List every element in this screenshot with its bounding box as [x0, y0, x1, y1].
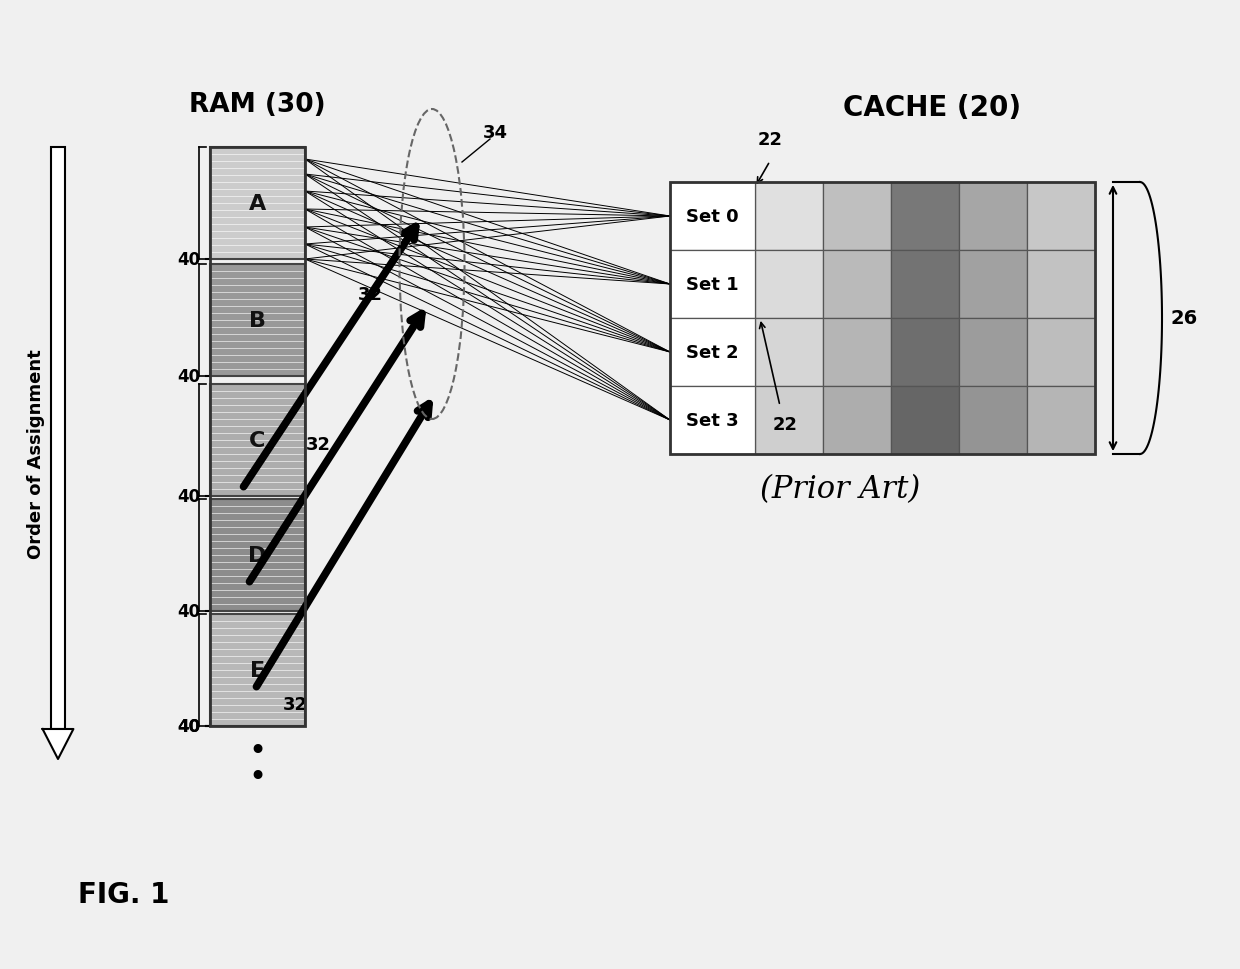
Bar	[210, 265, 305, 377]
Text: Set 1: Set 1	[686, 276, 739, 294]
Bar	[670, 387, 755, 454]
Text: RAM (30): RAM (30)	[190, 92, 326, 118]
Text: 40: 40	[177, 717, 200, 735]
Text: Set 2: Set 2	[686, 344, 739, 361]
Bar	[210, 499, 305, 611]
Bar	[892, 387, 959, 454]
Bar	[959, 183, 1027, 251]
Bar	[210, 265, 305, 377]
Bar	[210, 148, 305, 726]
Polygon shape	[42, 730, 73, 760]
Bar	[210, 499, 305, 611]
Text: •: •	[248, 736, 267, 766]
Bar	[1027, 183, 1095, 251]
Text: A: A	[249, 194, 267, 214]
Text: 40: 40	[177, 603, 200, 620]
Text: •: •	[248, 763, 267, 792]
Bar	[823, 183, 892, 251]
Text: C: C	[249, 430, 265, 451]
Bar	[210, 614, 305, 726]
Text: E: E	[250, 660, 265, 680]
Bar	[892, 183, 959, 251]
Bar	[755, 183, 823, 251]
Text: D: D	[248, 546, 267, 566]
Text: (Prior Art): (Prior Art)	[760, 474, 920, 505]
Text: 40: 40	[177, 717, 200, 735]
Bar	[755, 387, 823, 454]
Text: 32: 32	[283, 696, 308, 713]
Text: Order of Assignment: Order of Assignment	[27, 349, 45, 558]
Bar	[1027, 319, 1095, 387]
Bar	[823, 319, 892, 387]
Text: Set 3: Set 3	[686, 412, 739, 429]
Text: 40: 40	[177, 251, 200, 268]
Bar	[823, 251, 892, 319]
Bar	[755, 251, 823, 319]
Bar	[51, 148, 64, 730]
Bar	[1027, 251, 1095, 319]
Bar	[210, 614, 305, 726]
Bar	[210, 148, 305, 260]
Bar	[959, 387, 1027, 454]
Text: 34: 34	[482, 124, 507, 141]
Bar	[670, 183, 1095, 454]
Bar	[210, 385, 305, 496]
Bar	[892, 319, 959, 387]
Bar	[959, 251, 1027, 319]
Text: 22: 22	[773, 416, 797, 433]
Text: 32: 32	[357, 286, 382, 303]
Bar	[670, 251, 755, 319]
Text: 40: 40	[177, 367, 200, 386]
Text: 32: 32	[305, 435, 331, 453]
Bar	[670, 319, 755, 387]
Bar	[210, 385, 305, 496]
Text: 22: 22	[758, 131, 782, 149]
Text: Set 0: Set 0	[686, 207, 739, 226]
Text: 40: 40	[177, 487, 200, 506]
Text: FIG. 1: FIG. 1	[78, 880, 170, 908]
Text: 26: 26	[1171, 309, 1198, 328]
Bar	[210, 148, 305, 260]
Bar	[755, 319, 823, 387]
Text: CACHE (20): CACHE (20)	[843, 94, 1022, 122]
Text: B: B	[249, 311, 267, 330]
Bar	[892, 251, 959, 319]
Bar	[823, 387, 892, 454]
Bar	[670, 183, 755, 251]
Bar	[1027, 387, 1095, 454]
Bar	[959, 319, 1027, 387]
